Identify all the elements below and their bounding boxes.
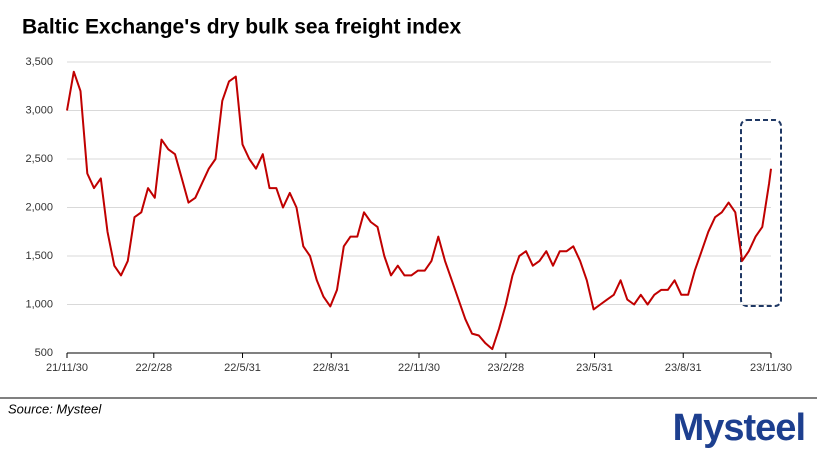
logo: Mysteel (673, 407, 805, 449)
y-tick-label: 1,000 (25, 298, 53, 310)
x-tick-label: 23/11/30 (750, 362, 792, 374)
y-tick-label: 2,000 (25, 201, 53, 213)
x-tick-label: 23/8/31 (665, 362, 702, 374)
y-tick-label: 3,000 (25, 104, 53, 116)
source-note: Source: Mysteel (8, 401, 102, 416)
y-tick-label: 1,500 (25, 250, 53, 262)
x-tick-label: 22/11/30 (398, 362, 440, 374)
x-tick-label: 23/5/31 (576, 362, 613, 374)
y-tick-label: 2,500 (25, 153, 53, 165)
x-tick-label: 22/5/31 (224, 362, 261, 374)
x-tick-label: 23/2/28 (487, 362, 524, 374)
x-tick-label: 22/2/28 (135, 362, 172, 374)
chart-title: Baltic Exchange's dry bulk sea freight i… (22, 16, 461, 39)
y-tick-label: 3,500 (25, 56, 53, 68)
x-tick-label: 22/8/31 (313, 362, 350, 374)
x-tick-label: 21/11/30 (46, 362, 88, 374)
highlight-box (740, 119, 782, 307)
data-line (66, 70, 772, 351)
y-tick-label: 500 (35, 347, 53, 359)
